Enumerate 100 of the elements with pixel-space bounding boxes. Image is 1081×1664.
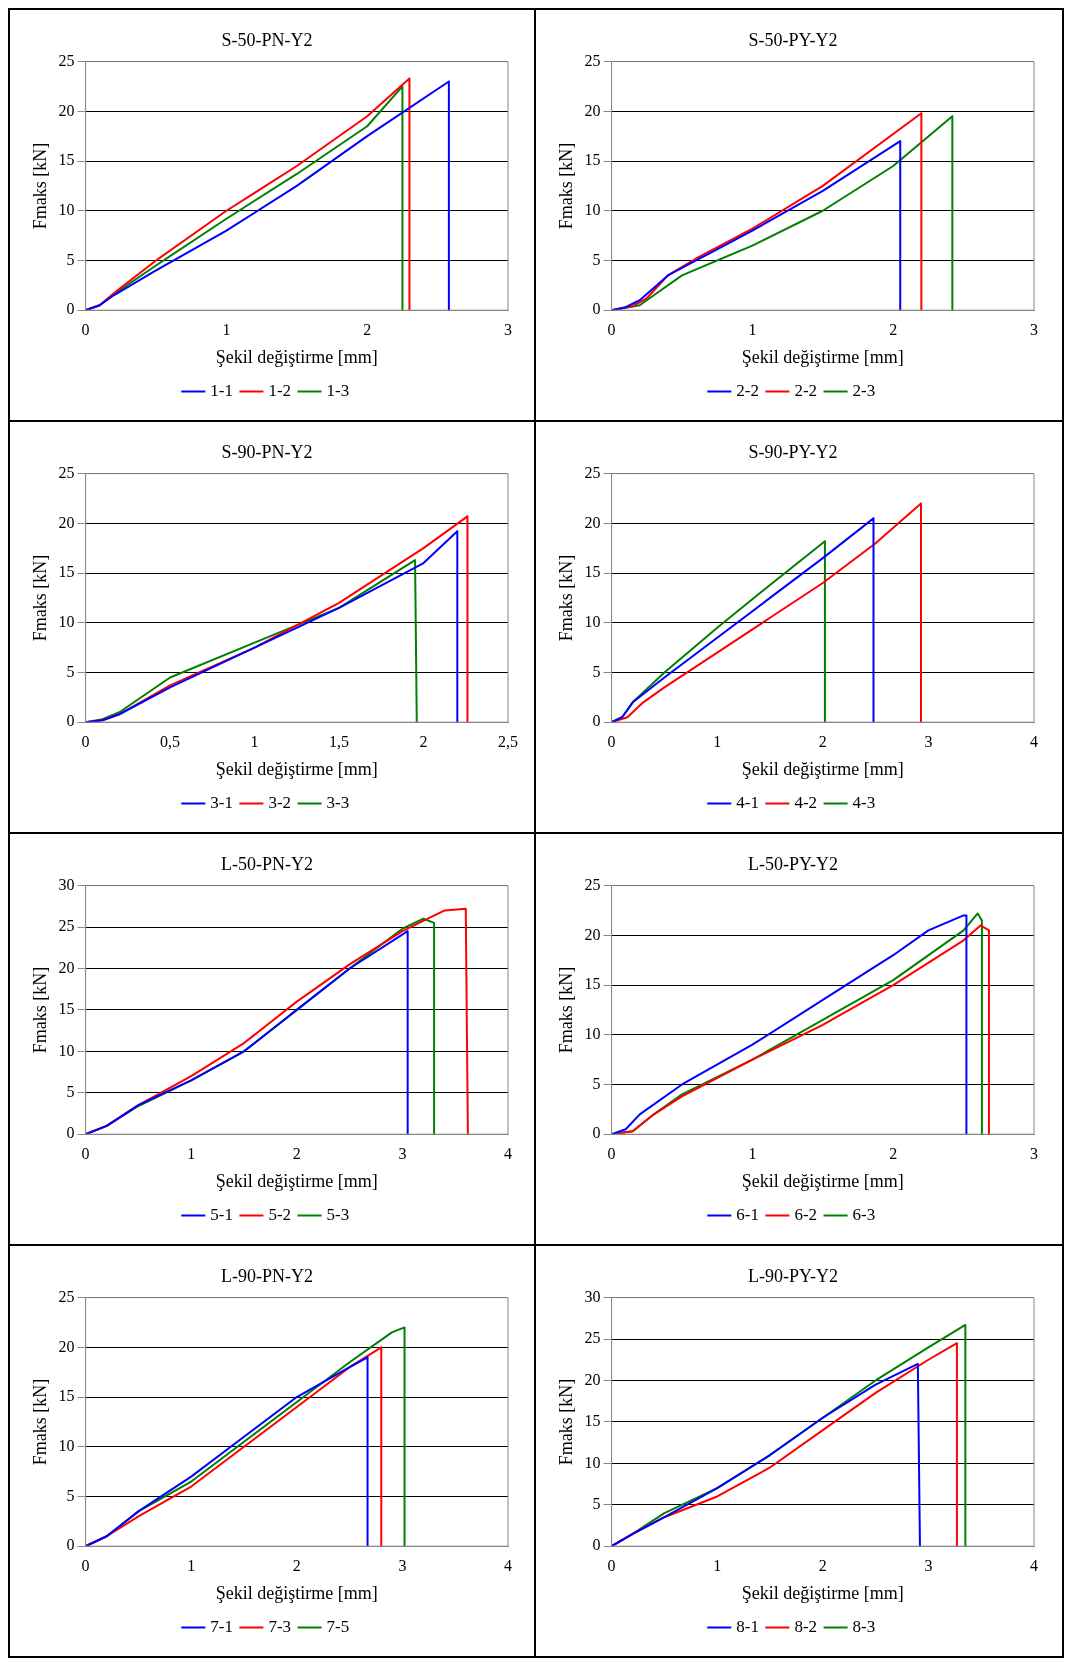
- y-tick-label: 0: [592, 1536, 601, 1554]
- x-axis-title: Şekil değiştirme [mm]: [741, 1170, 904, 1191]
- x-tick-label: 2: [818, 1557, 827, 1574]
- legend-label: 2-2: [736, 380, 759, 400]
- x-axis-title: Şekil değiştirme [mm]: [741, 1582, 904, 1603]
- x-tick-label: 0: [607, 321, 616, 338]
- chart-title: L-90-PY-Y2: [748, 1265, 838, 1286]
- y-tick-label: 20: [584, 1370, 601, 1388]
- y-axis-title: Fmaks [kN]: [29, 554, 50, 642]
- legend-label: 1-2: [268, 380, 292, 400]
- y-tick-label: 15: [58, 151, 75, 169]
- x-tick-label: 1,5: [329, 733, 350, 750]
- y-tick-label: 10: [58, 612, 75, 630]
- y-tick-label: 10: [584, 200, 601, 218]
- legend-label: 3-2: [268, 792, 292, 812]
- x-tick-label: 4: [1030, 733, 1038, 750]
- legend-label: 8-2: [794, 1616, 818, 1636]
- x-tick-label: 4: [504, 1145, 512, 1162]
- legend-label: 7-5: [326, 1616, 350, 1636]
- x-tick-label: 4: [504, 1557, 512, 1574]
- y-tick-label: 0: [66, 300, 75, 318]
- legend-label: 5-1: [210, 1204, 233, 1224]
- x-tick-label: 1: [187, 1145, 196, 1162]
- x-tick-label: 0: [81, 1557, 90, 1574]
- y-tick-label: 15: [584, 563, 601, 581]
- y-tick-label: 10: [58, 1436, 75, 1454]
- legend-label: 1-3: [326, 380, 350, 400]
- x-tick-label: 2: [292, 1145, 301, 1162]
- y-tick-label: 20: [584, 513, 601, 531]
- legend-label: 6-3: [852, 1204, 876, 1224]
- legend-label: 8-1: [736, 1616, 759, 1636]
- y-tick-label: 30: [58, 875, 75, 893]
- y-tick-label: 15: [584, 1412, 601, 1430]
- y-tick-label: 15: [58, 563, 75, 581]
- x-tick-label: 2: [889, 1145, 898, 1162]
- y-tick-label: 10: [584, 612, 601, 630]
- x-tick-label: 3: [1030, 321, 1038, 338]
- y-tick-label: 25: [58, 51, 75, 69]
- x-tick-label: 3: [1030, 1145, 1038, 1162]
- y-axis-title: Fmaks [kN]: [555, 966, 576, 1054]
- x-axis-title: Şekil değiştirme [mm]: [741, 758, 904, 779]
- y-tick-label: 25: [584, 875, 601, 893]
- legend-label: 4-2: [794, 792, 818, 812]
- x-tick-label: 1: [250, 733, 259, 750]
- x-tick-label: 0,5: [160, 733, 181, 750]
- x-tick-label: 3: [398, 1557, 407, 1574]
- y-tick-label: 15: [584, 975, 601, 993]
- y-axis-title: Fmaks [kN]: [29, 966, 50, 1054]
- chart-title: L-50-PY-Y2: [748, 853, 838, 874]
- x-tick-label: 1: [713, 733, 722, 750]
- y-axis-title: Fmaks [kN]: [29, 1378, 50, 1466]
- y-tick-label: 20: [58, 513, 75, 531]
- y-tick-label: 20: [58, 101, 75, 119]
- y-tick-label: 25: [584, 463, 601, 481]
- x-tick-label: 3: [504, 321, 512, 338]
- y-tick-label: 5: [66, 1486, 75, 1504]
- legend-label: 2-2: [794, 380, 818, 400]
- x-tick-label: 2,5: [498, 733, 518, 750]
- y-tick-label: 10: [584, 1453, 601, 1471]
- y-tick-label: 20: [584, 925, 601, 943]
- x-tick-label: 0: [81, 733, 90, 750]
- x-tick-label: 1: [222, 321, 231, 338]
- y-tick-label: 20: [58, 958, 75, 976]
- legend-label: 4-3: [852, 792, 876, 812]
- x-tick-label: 1: [187, 1557, 196, 1574]
- x-tick-label: 4: [1030, 1557, 1038, 1574]
- x-tick-label: 0: [607, 1145, 616, 1162]
- x-tick-label: 2: [818, 733, 827, 750]
- y-tick-label: 25: [584, 51, 601, 69]
- x-tick-label: 0: [81, 321, 90, 338]
- y-axis-title: Fmaks [kN]: [555, 1378, 576, 1466]
- y-tick-label: 0: [592, 1124, 601, 1142]
- x-tick-label: 1: [748, 321, 757, 338]
- legend-label: 8-3: [852, 1616, 876, 1636]
- legend-label: 3-1: [210, 792, 233, 812]
- y-tick-label: 20: [58, 1337, 75, 1355]
- y-tick-label: 25: [584, 1329, 601, 1347]
- legend-label: 6-1: [736, 1204, 759, 1224]
- x-axis-title: Şekil değiştirme [mm]: [215, 346, 378, 367]
- legend-label: 3-3: [326, 792, 350, 812]
- y-tick-label: 5: [592, 1494, 601, 1512]
- x-tick-label: 2: [292, 1557, 301, 1574]
- chart-title: L-90-PN-Y2: [221, 1265, 313, 1286]
- y-tick-label: 10: [58, 200, 75, 218]
- y-tick-label: 5: [66, 250, 75, 268]
- legend-label: 4-1: [736, 792, 759, 812]
- y-tick-label: 15: [58, 1387, 75, 1405]
- y-tick-label: 5: [592, 250, 601, 268]
- y-tick-label: 15: [58, 1000, 75, 1018]
- y-tick-label: 30: [584, 1287, 601, 1305]
- chart-title: S-90-PN-Y2: [221, 441, 313, 462]
- legend-label: 6-2: [794, 1204, 818, 1224]
- y-axis-title: Fmaks [kN]: [555, 142, 576, 230]
- y-tick-label: 25: [58, 917, 75, 935]
- x-tick-label: 2: [419, 733, 428, 750]
- y-tick-label: 5: [66, 1082, 75, 1100]
- x-tick-label: 1: [713, 1557, 722, 1574]
- x-axis-title: Şekil değiştirme [mm]: [215, 1582, 378, 1603]
- x-tick-label: 3: [924, 1557, 933, 1574]
- legend-label: 1-1: [210, 380, 233, 400]
